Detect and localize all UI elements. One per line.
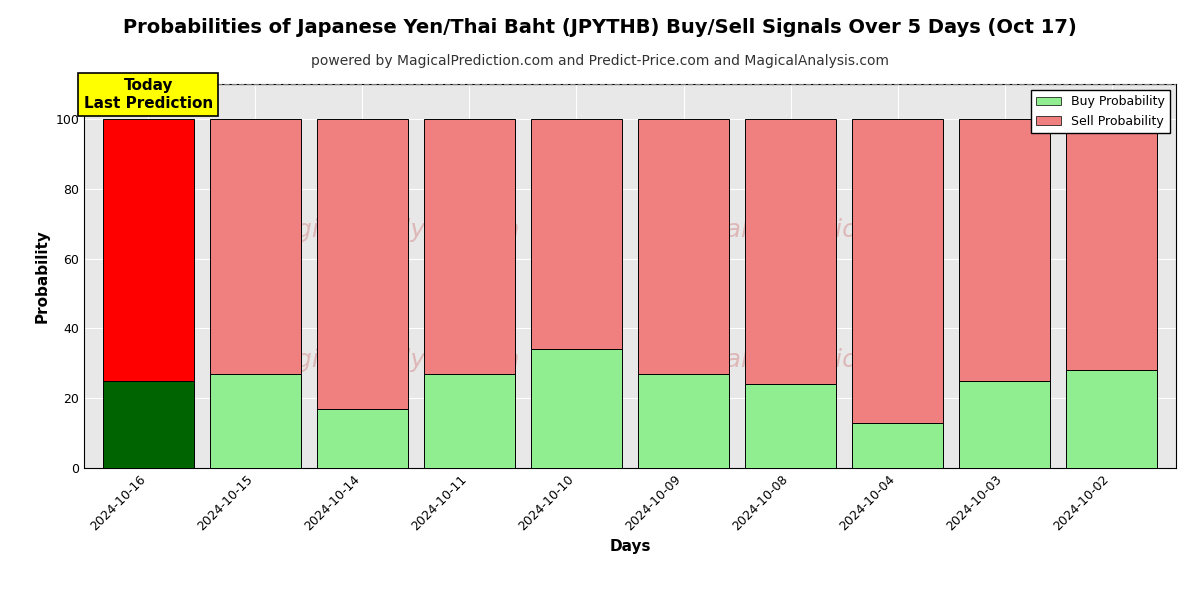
Bar	[317, 119, 408, 409]
Bar	[530, 119, 622, 349]
Text: powered by MagicalPrediction.com and Predict-Price.com and MagicalAnalysis.com: powered by MagicalPrediction.com and Pre…	[311, 54, 889, 68]
Bar	[745, 384, 836, 468]
Legend: Buy Probability, Sell Probability: Buy Probability, Sell Probability	[1031, 90, 1170, 133]
Bar	[852, 119, 943, 422]
Bar	[852, 422, 943, 468]
Bar	[959, 381, 1050, 468]
Bar	[424, 119, 515, 374]
Bar	[103, 381, 193, 468]
X-axis label: Days: Days	[610, 539, 650, 554]
Text: MagicalAnalysis.com: MagicalAnalysis.com	[259, 349, 520, 373]
Bar	[638, 374, 730, 468]
Text: MagicalPrediction.com: MagicalPrediction.com	[653, 349, 935, 373]
Bar	[317, 409, 408, 468]
Bar	[210, 374, 301, 468]
Text: Today
Last Prediction: Today Last Prediction	[84, 78, 212, 110]
Bar	[1067, 370, 1157, 468]
Text: Probabilities of Japanese Yen/Thai Baht (JPYTHB) Buy/Sell Signals Over 5 Days (O: Probabilities of Japanese Yen/Thai Baht …	[124, 18, 1076, 37]
Bar	[959, 119, 1050, 381]
Bar	[530, 349, 622, 468]
Bar	[638, 119, 730, 374]
Bar	[1067, 119, 1157, 370]
Y-axis label: Probability: Probability	[35, 229, 49, 323]
Bar	[424, 374, 515, 468]
Text: MagicalPrediction.com: MagicalPrediction.com	[653, 218, 935, 242]
Bar	[210, 119, 301, 374]
Bar	[745, 119, 836, 384]
Text: MagicalAnalysis.com: MagicalAnalysis.com	[259, 218, 520, 242]
Bar	[103, 119, 193, 381]
